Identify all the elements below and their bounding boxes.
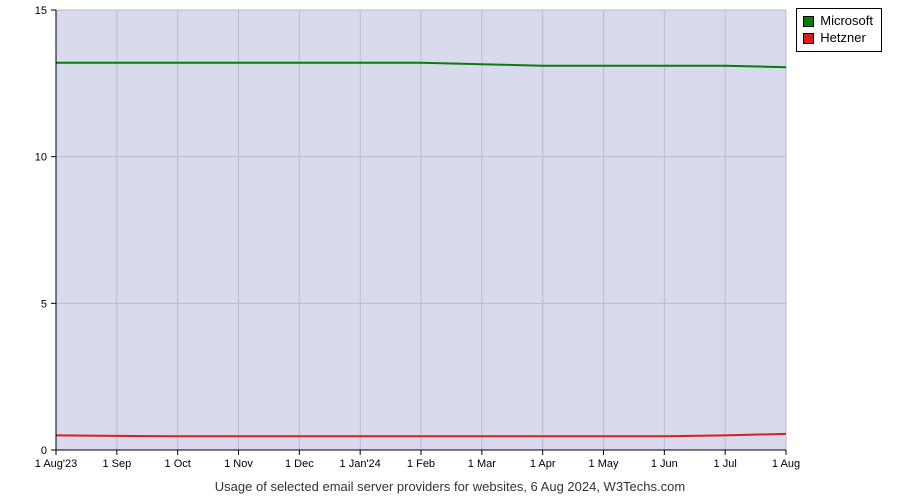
svg-text:1 Aug'23: 1 Aug'23 xyxy=(35,458,77,470)
line-chart-svg: 1 Aug'23 1 Sep 1 Oct 1 Nov 1 Dec 1 Jan'24 1 Fe… xyxy=(0,0,900,500)
svg-text:0: 0 xyxy=(41,445,47,457)
svg-text:1 Oct: 1 Oct xyxy=(165,458,191,470)
legend-item: Microsoft xyxy=(803,13,873,30)
svg-text:1 Aug: 1 Aug xyxy=(772,458,800,470)
svg-text:1 Dec: 1 Dec xyxy=(285,458,314,470)
svg-text:1 Feb: 1 Feb xyxy=(407,458,435,470)
svg-text:1 Jun: 1 Jun xyxy=(651,458,678,470)
svg-text:1 May: 1 May xyxy=(589,458,619,470)
svg-text:15: 15 xyxy=(35,5,47,17)
legend-label: Hetzner xyxy=(820,30,866,47)
legend-swatch-icon xyxy=(803,33,814,44)
chart-caption: Usage of selected email server providers… xyxy=(0,479,900,494)
svg-text:1 Sep: 1 Sep xyxy=(102,458,131,470)
svg-text:1 Nov: 1 Nov xyxy=(224,458,253,470)
svg-text:1 Mar: 1 Mar xyxy=(468,458,496,470)
legend-label: Microsoft xyxy=(820,13,873,30)
svg-text:5: 5 xyxy=(41,298,47,310)
svg-text:10: 10 xyxy=(35,152,47,164)
legend-box: Microsoft Hetzner xyxy=(796,8,882,52)
svg-text:1 Jan'24: 1 Jan'24 xyxy=(340,458,381,470)
svg-text:1 Apr: 1 Apr xyxy=(530,458,556,470)
svg-text:1 Jul: 1 Jul xyxy=(714,458,737,470)
chart-container: 1 Aug'23 1 Sep 1 Oct 1 Nov 1 Dec 1 Jan'24 1 Fe… xyxy=(0,0,900,500)
legend-swatch-icon xyxy=(803,16,814,27)
legend-item: Hetzner xyxy=(803,30,873,47)
